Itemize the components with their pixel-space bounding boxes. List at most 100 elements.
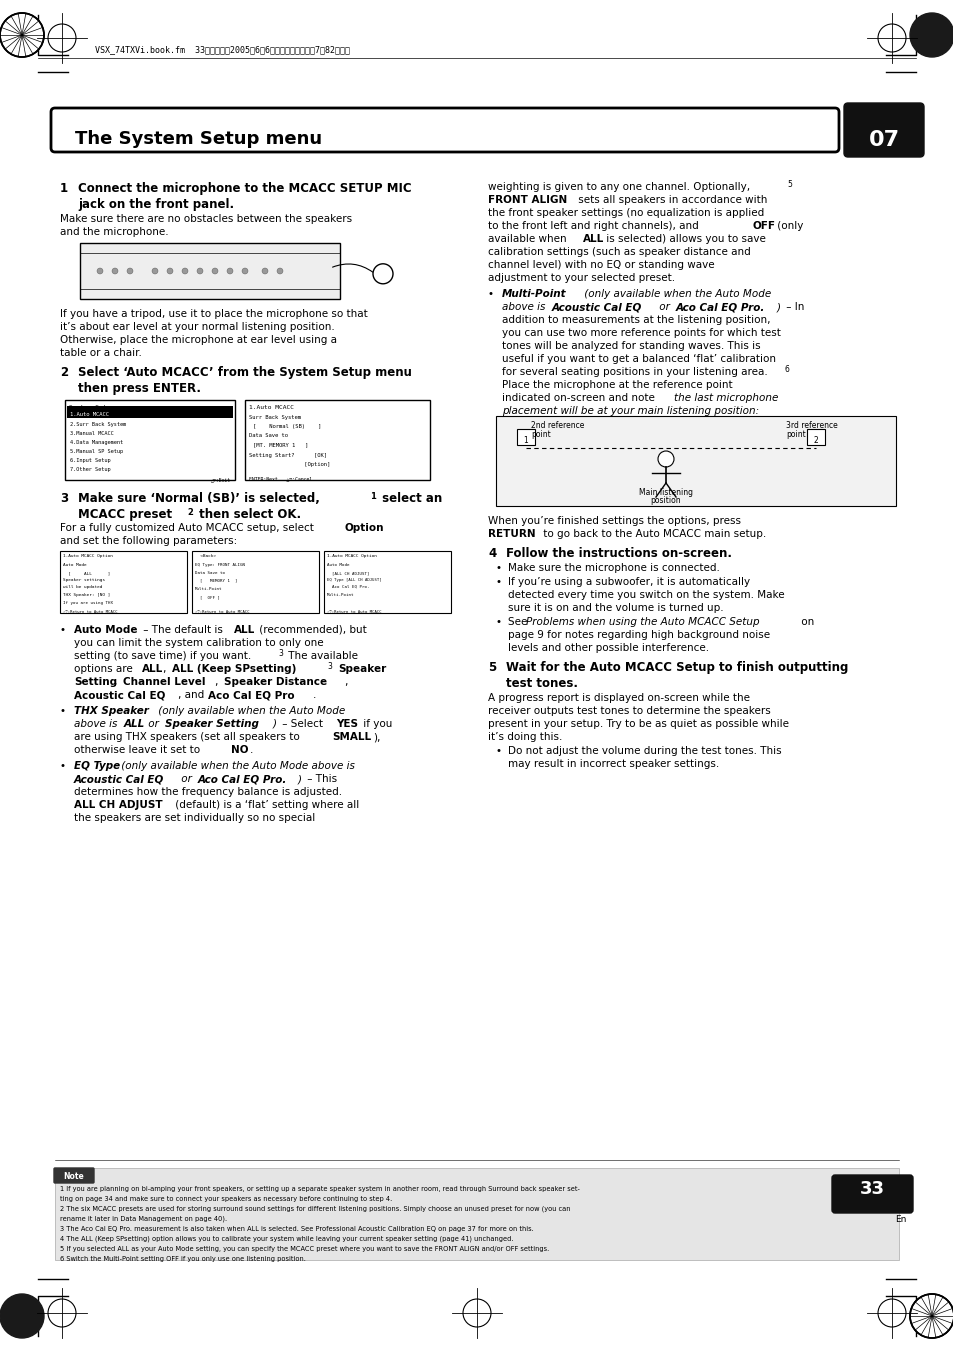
FancyBboxPatch shape [843, 103, 923, 157]
Text: – In: – In [782, 303, 803, 312]
Text: the speakers are set individually so no special: the speakers are set individually so no … [74, 813, 314, 823]
Text: [  OFF ]: [ OFF ] [194, 594, 220, 598]
Text: test tones.: test tones. [505, 677, 578, 690]
Circle shape [112, 267, 118, 274]
Text: , and: , and [178, 690, 208, 700]
Text: ALL: ALL [142, 663, 163, 674]
Text: Connect the microphone to the MCACC SETUP MIC: Connect the microphone to the MCACC SETU… [78, 182, 411, 195]
Text: Make sure there are no obstacles between the speakers: Make sure there are no obstacles between… [60, 213, 352, 224]
Text: Note: Note [64, 1173, 84, 1181]
Text: – Select: – Select [278, 719, 326, 730]
Text: detected every time you switch on the system. Make: detected every time you switch on the sy… [507, 590, 783, 600]
Text: it’s doing this.: it’s doing this. [488, 732, 561, 742]
Text: En: En [894, 1215, 905, 1224]
Circle shape [909, 14, 953, 57]
Text: System Setup: System Setup [69, 405, 113, 409]
Text: to the front left and right channels), and: to the front left and right channels), a… [488, 222, 701, 231]
Circle shape [196, 267, 203, 274]
Text: then press ENTER.: then press ENTER. [78, 382, 201, 394]
Text: ),: ), [373, 732, 380, 742]
Text: table or a chair.: table or a chair. [60, 349, 142, 358]
Text: △▽:Return to Auto MCACC: △▽:Return to Auto MCACC [327, 609, 381, 613]
Text: are using THX speakers (set all speakers to: are using THX speakers (set all speakers… [74, 732, 303, 742]
Text: •: • [60, 707, 66, 716]
Text: ,: , [113, 677, 120, 688]
Text: – The default is: – The default is [140, 626, 226, 635]
FancyBboxPatch shape [245, 400, 430, 480]
Text: .: . [250, 744, 253, 755]
Text: 1: 1 [370, 492, 375, 501]
Text: Data Save to: Data Save to [249, 434, 288, 438]
Text: 3.Manual MCACC: 3.Manual MCACC [70, 431, 113, 436]
Text: •: • [488, 289, 494, 299]
FancyBboxPatch shape [324, 551, 451, 613]
Text: Setting: Setting [74, 677, 117, 688]
Text: 1: 1 [523, 436, 528, 444]
Text: Speaker settings: Speaker settings [63, 578, 105, 582]
Text: present in your setup. Try to be as quiet as possible while: present in your setup. Try to be as quie… [488, 719, 788, 730]
Text: Make sure ‘Normal (SB)’ is selected,: Make sure ‘Normal (SB)’ is selected, [78, 492, 319, 505]
Text: addition to measurements at the listening position,: addition to measurements at the listenin… [501, 315, 770, 326]
Text: Make sure the microphone is connected.: Make sure the microphone is connected. [507, 563, 720, 573]
Text: Aco Cal EQ Pro.: Aco Cal EQ Pro. [676, 303, 764, 312]
Circle shape [182, 267, 188, 274]
Text: Wait for the Auto MCACC Setup to finish outputting: Wait for the Auto MCACC Setup to finish … [505, 661, 847, 674]
FancyBboxPatch shape [80, 243, 339, 299]
Text: or: or [145, 719, 162, 730]
FancyBboxPatch shape [60, 551, 187, 613]
Text: See: See [507, 617, 530, 627]
Text: FRONT ALIGN: FRONT ALIGN [488, 195, 567, 205]
FancyBboxPatch shape [496, 416, 895, 507]
Text: Main listening: Main listening [639, 488, 692, 497]
Text: channel level) with no EQ or standing wave: channel level) with no EQ or standing wa… [488, 259, 714, 270]
Text: levels and other possible interference.: levels and other possible interference. [507, 643, 708, 653]
Text: 2 The six MCACC presets are used for storing surround sound settings for differe: 2 The six MCACC presets are used for sto… [60, 1206, 570, 1212]
Text: 2nd reference: 2nd reference [531, 422, 584, 430]
Text: 4: 4 [488, 547, 496, 561]
Text: – This: – This [304, 774, 336, 784]
Circle shape [262, 267, 268, 274]
Text: △▽:Exit: △▽:Exit [211, 477, 231, 482]
Text: Follow the instructions on-screen.: Follow the instructions on-screen. [505, 547, 731, 561]
Text: ): ) [297, 774, 302, 784]
FancyBboxPatch shape [67, 407, 233, 417]
Text: 6.Input Setup: 6.Input Setup [70, 458, 111, 463]
Text: 2: 2 [60, 366, 68, 380]
Circle shape [658, 451, 673, 467]
Text: [ALL CH ADJUST]: [ALL CH ADJUST] [327, 571, 369, 576]
Text: •: • [496, 617, 501, 627]
Text: Select ‘Auto MCACC’ from the System Setup menu: Select ‘Auto MCACC’ from the System Setu… [78, 366, 412, 380]
Circle shape [0, 14, 44, 57]
Text: Auto Mode: Auto Mode [63, 563, 87, 567]
Text: then select OK.: then select OK. [194, 508, 301, 521]
Text: point: point [785, 430, 805, 439]
Text: jack on the front panel.: jack on the front panel. [78, 199, 233, 211]
Text: is selected) allows you to save: is selected) allows you to save [602, 234, 765, 245]
Text: 5.Manual SP Setup: 5.Manual SP Setup [70, 449, 123, 454]
Text: ,: , [163, 663, 170, 674]
Text: SMALL: SMALL [332, 732, 371, 742]
Text: 07: 07 [867, 130, 899, 150]
Text: Place the microphone at the reference point: Place the microphone at the reference po… [501, 380, 732, 390]
Text: calibration settings (such as speaker distance and: calibration settings (such as speaker di… [488, 247, 750, 257]
Text: 1 If you are planning on bi-amping your front speakers, or setting up a separate: 1 If you are planning on bi-amping your … [60, 1186, 579, 1192]
Text: 1.Auto MCACC Option: 1.Auto MCACC Option [327, 554, 376, 558]
Text: ALL: ALL [233, 626, 255, 635]
Text: Acoustic Cal EQ: Acoustic Cal EQ [74, 774, 164, 784]
Text: EQ Type: FRONT ALIGN: EQ Type: FRONT ALIGN [194, 563, 245, 567]
Text: and set the following parameters:: and set the following parameters: [60, 536, 237, 546]
Text: •: • [496, 563, 501, 573]
Text: <Back>: <Back> [194, 554, 215, 558]
Text: 1.Auto MCACC: 1.Auto MCACC [249, 405, 294, 409]
Text: position: position [650, 496, 680, 505]
Text: Setting Start?      [OK]: Setting Start? [OK] [249, 453, 327, 458]
Text: 3: 3 [327, 662, 332, 671]
Text: [Option]: [Option] [249, 462, 330, 467]
Text: 3 The Aco Cal EQ Pro. measurement is also taken when ALL is selected. See Profes: 3 The Aco Cal EQ Pro. measurement is als… [60, 1225, 533, 1232]
Text: 33: 33 [859, 1179, 883, 1198]
Text: 4 The ALL (Keep SPsetting) option allows you to calibrate your system while leav: 4 The ALL (Keep SPsetting) option allows… [60, 1236, 513, 1243]
Text: Problems when using the Auto MCACC Setup: Problems when using the Auto MCACC Setup [525, 617, 759, 627]
Text: placement will be at your main listening position:: placement will be at your main listening… [501, 407, 759, 416]
Text: Multi-Point: Multi-Point [194, 586, 222, 590]
Text: VSX_74TXVi.book.fm  33ページ・・2005年6月6日・・月曜日・午後7晈82分・分: VSX_74TXVi.book.fm 33ページ・・2005年6月6日・・月曜日… [95, 45, 350, 54]
